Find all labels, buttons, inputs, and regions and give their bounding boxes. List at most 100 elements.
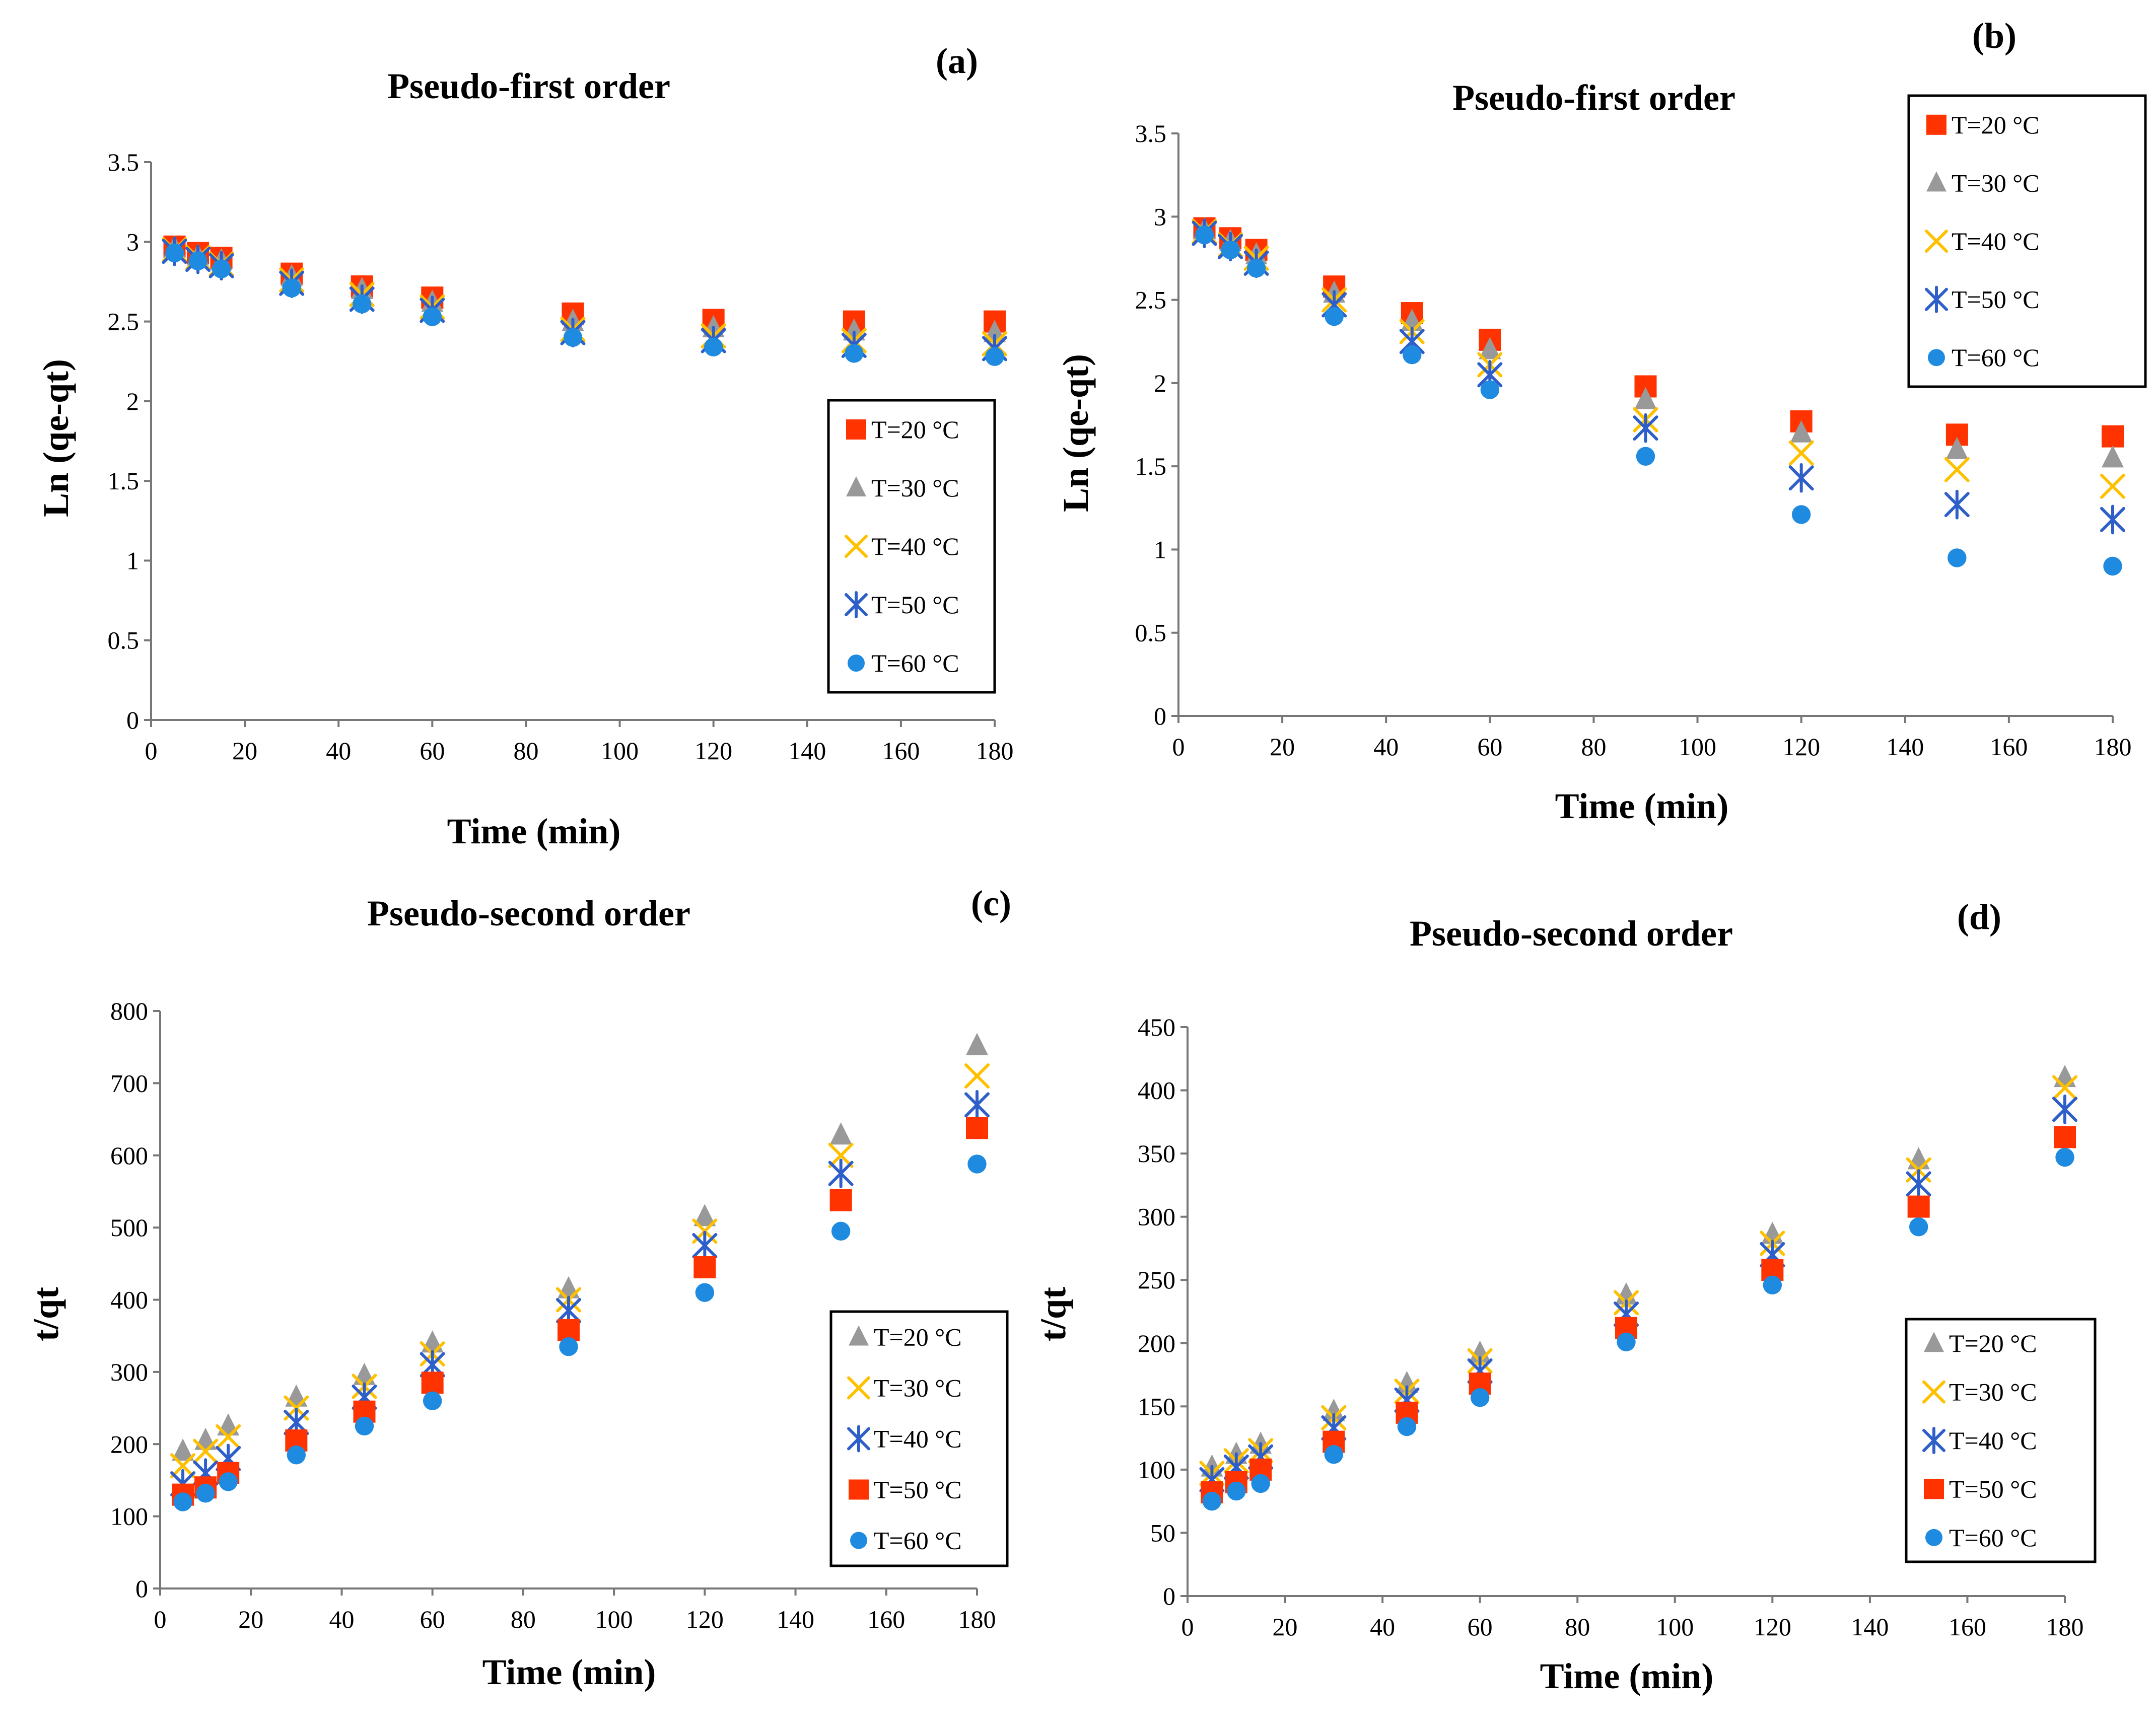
chart-panel-b: Pseudo-first order (b) 0 0.5 1 1.5 2 2.5 3 3.5 0 20… [1056,16,2147,826]
panel-label: (d) [1957,897,2001,937]
x-axis-label: Time (min) [447,811,621,851]
legend-marker [847,1376,870,1400]
legend-label: T=40 °C [874,1425,962,1453]
x-tick-label: 140 [1886,733,1924,761]
legend-label: T=20 °C [871,415,959,444]
y-tick-label: 400 [1138,1076,1175,1105]
data-point [1403,345,1422,365]
y-tick-label: 200 [1138,1329,1175,1357]
data-point [964,1090,990,1120]
legend-label: T=30 °C [874,1374,962,1402]
x-tick-label: 80 [511,1605,536,1633]
panel-label: (a) [936,41,978,81]
y-tick-label: 1.5 [108,467,140,495]
x-tick-label: 160 [1949,1613,1986,1641]
data-point [196,1484,215,1503]
data-point [1195,225,1214,245]
data-point [693,1256,716,1278]
y-axis-label: Ln (qe-qt) [36,359,76,517]
data-point [1251,1474,1270,1493]
data-point [1323,1399,1345,1421]
legend-label: T=40 °C [871,532,959,560]
data-point [695,1283,715,1302]
data-point [1480,380,1500,399]
data-point [1202,1491,1222,1511]
y-tick-label: 1.5 [1135,452,1167,480]
data-point [1907,1147,1930,1170]
x-tick-label: 80 [1581,733,1606,761]
y-axis-label: t/qt [26,1287,66,1341]
legend-marker [1925,1529,1942,1546]
y-tick-label: 0 [126,706,139,734]
data-point [1788,463,1814,493]
y-tick-label: 2 [126,387,139,415]
x-tick-label: 20 [238,1605,263,1633]
x-tick-label: 60 [420,737,445,765]
data-point [966,1117,988,1139]
x-tick-label: 0 [154,1605,167,1633]
legend-label: T=50 °C [871,591,959,619]
data-point [2102,425,2124,448]
x-tick-label: 120 [1782,733,1820,761]
data-point [2100,504,2125,535]
data-point [1617,1332,1636,1351]
data-point [985,347,1004,366]
data-point [1788,440,1814,466]
x-tick-label: 40 [329,1605,354,1633]
x-tick-label: 180 [2046,1613,2084,1641]
legend-label: T=50 °C [1949,1475,2037,1503]
data-point [829,1122,852,1145]
x-tick-label: 180 [976,737,1014,765]
x-tick-label: 160 [882,737,920,765]
data-point [692,1231,718,1261]
data-point [1397,1417,1417,1436]
legend-marker [850,1532,867,1549]
legend-marker [845,535,868,558]
legend: T=20 °C T=30 °C T=40 °C T=50 °C T=60 °C [829,1310,1009,1567]
data-point [423,307,442,326]
data-point [704,337,723,356]
series-t-60-c [1202,1147,2074,1511]
legend-marker [848,655,865,672]
y-tick-label: 0 [135,1574,148,1603]
y-tick-label: 50 [1150,1519,1175,1547]
data-point [558,1276,580,1298]
y-tick-label: 800 [110,997,148,1025]
legend-label: T=20 °C [1952,111,2040,139]
data-point [1633,413,1658,443]
y-tick-label: 100 [1138,1456,1175,1484]
y-tick-label: 200 [110,1430,148,1458]
x-tick-label: 180 [2094,733,2132,761]
legend-marker [1925,230,1948,253]
data-point [2054,1065,2076,1088]
data-point [2103,556,2122,576]
x-tick-label: 120 [1754,1613,1791,1641]
x-tick-label: 60 [1477,733,1502,761]
y-tick-label: 0 [1154,702,1166,730]
series-t-50-c [162,236,1007,364]
data-point [1324,1445,1344,1464]
legend-marker [846,476,866,496]
data-point [421,1371,444,1394]
data-point [2052,1094,2077,1124]
series-t-60-c [165,243,1004,366]
data-point [828,1142,854,1168]
y-tick-label: 250 [1138,1266,1175,1294]
y-tick-label: 1 [126,546,139,574]
data-point [966,1033,988,1055]
data-point [2055,1147,2074,1167]
data-point [194,1427,217,1450]
legend-label: T=60 °C [874,1527,962,1555]
x-tick-label: 0 [1181,1613,1194,1641]
chart-panel-a: Pseudo-first order (a) 0 0.5 1 1.5 2 2.5 3 3.5 0 20… [36,41,1014,851]
data-point [1906,1169,1931,1199]
series-t-30-c [170,1063,990,1479]
y-tick-label: 300 [1138,1203,1175,1231]
data-point [173,1492,192,1511]
data-point [1636,447,1655,466]
data-point [2052,1075,2077,1101]
legend-marker [1926,171,1946,192]
data-point [1791,505,1811,524]
legend-label: T=50 °C [1952,285,2040,314]
data-point [1945,437,1968,459]
